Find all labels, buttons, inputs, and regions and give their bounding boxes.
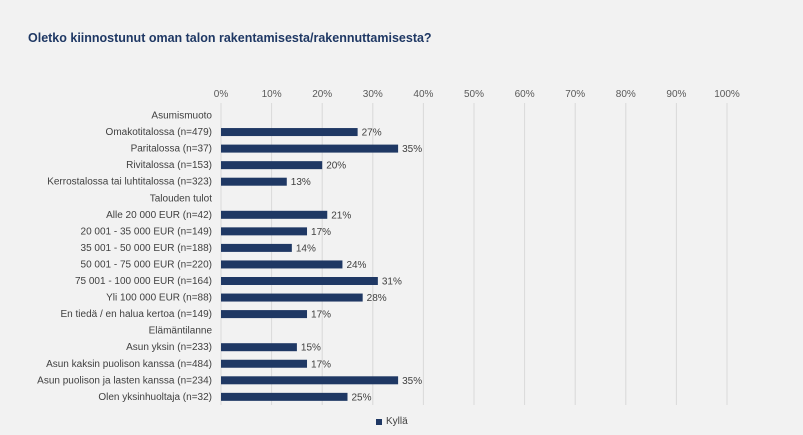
x-tick-label: 60% bbox=[515, 89, 535, 100]
category-label: Asumismuoto bbox=[151, 111, 212, 122]
x-tick-label: 50% bbox=[464, 89, 484, 100]
bar bbox=[221, 128, 358, 137]
data-label: 17% bbox=[311, 227, 331, 238]
category-labels: Asumismuoto Omakotitalossa (n=479) Parital… bbox=[37, 111, 212, 403]
category-label: Elämäntilanne bbox=[149, 326, 213, 337]
category-label: Asun yksin (n=233) bbox=[126, 342, 212, 353]
x-tick-label: 100% bbox=[714, 89, 740, 100]
legend-label: Kyllä bbox=[386, 416, 408, 427]
data-label: 35% bbox=[402, 144, 422, 155]
bar bbox=[221, 243, 292, 252]
bar bbox=[221, 161, 323, 170]
data-label: 21% bbox=[331, 210, 351, 221]
category-label: Talouden tulot bbox=[150, 193, 212, 204]
category-label: Alle 20 000 EUR (n=42) bbox=[106, 210, 212, 221]
category-label: Asun kaksin puolison kanssa (n=484) bbox=[46, 359, 212, 370]
data-label: 20% bbox=[326, 161, 346, 172]
bar bbox=[221, 392, 348, 401]
category-label: 35 001 - 50 000 EUR (n=188) bbox=[81, 243, 212, 254]
category-label: Paritalossa (n=37) bbox=[131, 144, 212, 155]
bar bbox=[221, 359, 308, 368]
data-label: 28% bbox=[367, 293, 387, 304]
category-label: 50 001 - 75 000 EUR (n=220) bbox=[81, 259, 212, 270]
bar bbox=[221, 210, 328, 219]
category-label: Omakotitalossa (n=479) bbox=[106, 127, 212, 138]
bar bbox=[221, 310, 308, 319]
bar bbox=[221, 144, 399, 153]
x-tick-label: 30% bbox=[363, 89, 383, 100]
category-label: Yli 100 000 EUR (n=88) bbox=[106, 293, 212, 304]
bar bbox=[221, 260, 343, 269]
data-label: 17% bbox=[311, 310, 331, 321]
category-label: En tiedä / en halua kertoa (n=149) bbox=[61, 309, 213, 320]
x-tick-label: 70% bbox=[565, 89, 585, 100]
bar bbox=[221, 376, 399, 385]
bar bbox=[221, 343, 297, 352]
bars bbox=[221, 128, 399, 401]
grid-lines bbox=[220, 103, 728, 405]
bar bbox=[221, 177, 287, 186]
x-tick-label: 80% bbox=[616, 89, 636, 100]
x-axis-tick-labels: 0% 10% 20% 30% 40% 50% 60% 70% 80% 90% 100% bbox=[214, 89, 740, 100]
x-tick-label: 40% bbox=[413, 89, 433, 100]
bar bbox=[221, 277, 378, 285]
legend: Kyllä bbox=[376, 416, 408, 427]
data-label: 31% bbox=[382, 277, 402, 288]
bar bbox=[221, 227, 308, 236]
data-label: 24% bbox=[346, 260, 366, 271]
data-label: 14% bbox=[296, 243, 316, 254]
data-label: 27% bbox=[362, 128, 382, 139]
category-label: Asun puolison ja lasten kanssa (n=234) bbox=[37, 375, 212, 386]
category-label: Olen yksinhuoltaja (n=32) bbox=[98, 392, 212, 403]
category-label: Rivitalossa (n=153) bbox=[126, 160, 212, 171]
category-label: 75 001 - 100 000 EUR (n=164) bbox=[75, 276, 212, 287]
data-label: 17% bbox=[311, 359, 331, 370]
legend-swatch bbox=[376, 418, 382, 425]
x-tick-label: 10% bbox=[262, 89, 282, 100]
bar bbox=[221, 293, 363, 302]
data-label: 15% bbox=[301, 343, 321, 354]
category-label: Kerrostalossa tai luhtitalossa (n=323) bbox=[47, 177, 212, 188]
x-tick-label: 20% bbox=[312, 89, 332, 100]
chart-title: Oletko kiinnostunut oman talon rakentami… bbox=[28, 31, 432, 45]
category-label: 20 001 - 35 000 EUR (n=149) bbox=[81, 226, 212, 237]
data-labels: 27%35%20%13%21%17%14%24%31%28%17%15%17%3… bbox=[291, 128, 422, 404]
data-label: 35% bbox=[402, 376, 422, 387]
data-label: 13% bbox=[291, 177, 311, 188]
data-label: 25% bbox=[352, 392, 372, 403]
x-tick-label: 0% bbox=[214, 89, 229, 100]
x-tick-label: 90% bbox=[666, 89, 686, 100]
